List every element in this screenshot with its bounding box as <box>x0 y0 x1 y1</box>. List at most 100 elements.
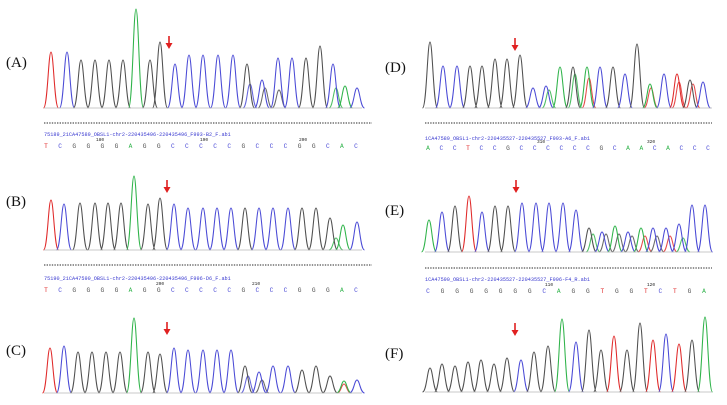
panel-a: (A) 75189_21CA47589_OBSL1-chr2-220435496… <box>6 8 372 150</box>
panel-label-a: (A) <box>6 55 27 71</box>
trace-peak <box>165 347 183 394</box>
position-tick: 200 <box>156 281 164 287</box>
minor-peak <box>662 235 678 253</box>
base-call: C <box>542 288 546 295</box>
minor-peak <box>541 89 557 109</box>
trace-peak <box>139 203 157 251</box>
trace-peak <box>460 195 478 253</box>
trace-peak <box>683 339 701 393</box>
position-tick: 210 <box>252 281 260 287</box>
trace-peak <box>139 351 157 394</box>
trace-peak <box>645 227 661 253</box>
base-call: A <box>702 288 706 295</box>
trace-peak <box>236 207 254 251</box>
trace-peak <box>446 365 464 393</box>
trace-peak <box>551 66 569 109</box>
trace-peak <box>472 359 490 393</box>
variant-arrow-a <box>165 36 173 49</box>
base-call: C <box>519 145 523 152</box>
base-call: G <box>72 143 76 150</box>
trace-peak <box>279 207 297 251</box>
base-call: G <box>241 143 245 150</box>
base-call: G <box>528 288 532 295</box>
base-call: G <box>101 143 105 150</box>
trace-peak <box>334 224 352 251</box>
base-call: G <box>441 288 445 295</box>
base-call: C <box>171 287 175 294</box>
panel-b: (B) 75190_21CA47590_OBSL1-chr2-220435496… <box>6 175 372 294</box>
base-call: C <box>479 145 483 152</box>
trace-peak <box>540 202 558 253</box>
base-call: T <box>466 145 470 152</box>
trace-peak <box>251 371 267 394</box>
base-call: C <box>256 287 260 294</box>
trace-peak <box>297 57 315 109</box>
base-call: C <box>185 287 189 294</box>
trace-peak <box>69 351 87 394</box>
base-call: A <box>340 287 344 294</box>
trace-peak <box>628 43 646 109</box>
file-name-d: 1CA47589_OBSL1-chr2-220435527-220435527_… <box>425 136 590 142</box>
trace-peak <box>194 207 212 251</box>
base-call: C <box>706 145 710 152</box>
panel-c: (C) <box>6 317 365 394</box>
variant-arrow-b <box>163 180 171 193</box>
trace-peak <box>581 227 597 253</box>
base-call: G <box>157 287 161 294</box>
base-call: G <box>143 287 147 294</box>
base-call: G <box>298 287 302 294</box>
trace-peak <box>578 66 596 109</box>
base-call: C <box>326 143 330 150</box>
base-call: G <box>499 288 503 295</box>
trace-peak <box>279 365 297 394</box>
base-call: C <box>213 287 217 294</box>
trace-peak <box>151 353 169 394</box>
trace-peak <box>642 83 658 109</box>
base-call: G <box>326 287 330 294</box>
trace-peak <box>446 205 464 253</box>
base-call: C <box>213 143 217 150</box>
base-call: G <box>615 288 619 295</box>
trace-peak <box>111 351 129 394</box>
trace-peak <box>321 217 339 251</box>
base-call: C <box>533 145 537 152</box>
trace-peak <box>620 231 636 253</box>
base-call: C <box>270 143 274 150</box>
trace-peak <box>657 333 675 393</box>
chromatogram-trace-a <box>42 8 365 109</box>
base-call: A <box>129 287 133 294</box>
base-call: C <box>439 145 443 152</box>
base-call: G <box>312 287 316 294</box>
trace-peak <box>655 73 673 109</box>
base-call: C <box>227 143 231 150</box>
chromatogram-trace-f <box>422 316 714 393</box>
trace-peak <box>180 54 198 109</box>
panel-e: (E) 1CA47590_OBSL1-chr2-220435527-220435… <box>385 195 714 295</box>
trace-peak <box>525 87 541 109</box>
trace-peak <box>422 367 438 393</box>
trace-peak <box>127 8 145 109</box>
base-call: T <box>600 288 604 295</box>
base-call: G <box>298 143 302 150</box>
panel-label-d: (D) <box>385 60 406 76</box>
trace-peak <box>58 51 76 109</box>
base-call: C <box>453 145 457 152</box>
variant-arrow-e <box>512 180 520 193</box>
file-name-a: 75189_21CA47589_OBSL1-chr2-220435496-220… <box>44 132 231 138</box>
trace-peak <box>694 81 712 109</box>
trace-peak <box>564 66 582 109</box>
trace-peak <box>349 379 365 394</box>
base-call: G <box>513 288 517 295</box>
base-call: T <box>673 288 677 295</box>
trace-peak <box>83 351 101 394</box>
trace-peak <box>618 349 636 393</box>
trace-peak <box>696 204 714 253</box>
base-call: C <box>256 143 260 150</box>
trace-peak <box>696 316 714 393</box>
variant-arrow-d <box>511 38 519 51</box>
trace-peak <box>553 318 571 393</box>
base-call: C <box>653 145 657 152</box>
panel-label-b: (B) <box>6 194 26 210</box>
minor-peak <box>336 383 352 394</box>
